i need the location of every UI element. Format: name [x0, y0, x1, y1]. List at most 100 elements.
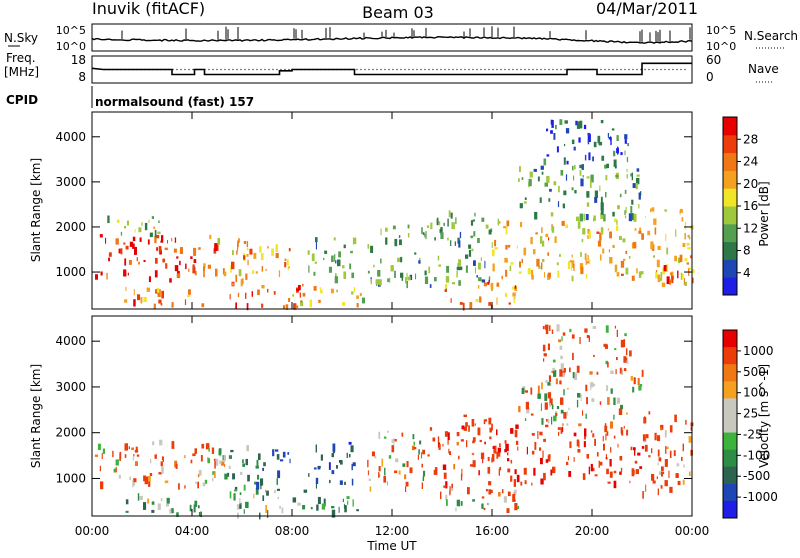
heatmap-cell	[405, 481, 409, 487]
heatmap-cell	[557, 427, 561, 430]
heatmap-cell	[112, 450, 114, 458]
heatmap-cell	[107, 215, 110, 224]
heatmap-cell	[194, 271, 197, 276]
x-tick-label: 00:00	[75, 524, 110, 538]
heatmap-cell	[517, 446, 519, 451]
heatmap-cell	[523, 467, 527, 475]
heatmap-cell	[313, 286, 317, 291]
heatmap-cell	[370, 278, 372, 285]
heatmap-cell	[639, 466, 643, 469]
y-tick-label: 2000	[55, 426, 86, 440]
heatmap-cell	[571, 187, 574, 191]
heatmap-cell	[173, 248, 177, 253]
heatmap-cell	[477, 427, 481, 436]
heatmap-cell	[259, 246, 262, 253]
heatmap-cell	[275, 253, 279, 259]
heatmap-cell	[567, 387, 569, 390]
heatmap-cell	[593, 217, 595, 222]
heatmap-cell	[205, 443, 210, 450]
heatmap-cell	[211, 447, 215, 454]
heatmap-cell	[513, 297, 515, 304]
heatmap-cell	[616, 329, 618, 337]
heatmap-cell	[144, 222, 148, 231]
heatmap-cell	[491, 423, 493, 431]
heatmap-cell	[600, 209, 604, 215]
heatmap-cell	[616, 135, 619, 141]
heatmap-cell	[203, 266, 205, 271]
heatmap-cell	[545, 326, 549, 335]
heatmap-cell	[561, 426, 564, 433]
heatmap-cell	[481, 279, 486, 283]
heatmap-cell	[626, 348, 628, 356]
heatmap-cell	[212, 477, 214, 482]
heatmap-cell	[356, 295, 359, 299]
colorbar-swatch	[723, 347, 737, 365]
velocity-heatmap	[94, 324, 694, 520]
heatmap-cell	[315, 477, 319, 484]
heatmap-cell	[157, 231, 161, 234]
heatmap-cell	[588, 335, 590, 342]
heatmap-cell	[573, 175, 575, 181]
heatmap-cell	[687, 234, 690, 238]
heatmap-cell	[576, 399, 579, 408]
heatmap-cell	[679, 209, 681, 215]
heatmap-cell	[448, 210, 451, 218]
heatmap-cell	[614, 348, 617, 351]
heatmap-cell	[613, 480, 617, 489]
heatmap-cell	[537, 385, 540, 394]
heatmap-cell	[631, 199, 634, 205]
heatmap-cell	[563, 412, 567, 419]
heatmap-cell	[336, 465, 338, 469]
heatmap-cell	[348, 441, 352, 445]
heatmap-cell	[449, 451, 452, 455]
y-tick-label: 3000	[55, 175, 86, 189]
heatmap-cell	[468, 244, 472, 249]
heatmap-cell	[215, 268, 218, 277]
heatmap-cell	[671, 272, 673, 279]
heatmap-cell	[590, 463, 593, 472]
heatmap-cell	[428, 266, 431, 274]
heatmap-cell	[549, 325, 551, 331]
heatmap-cell	[190, 256, 193, 259]
heatmap-cell	[160, 303, 163, 306]
heatmap-cell	[586, 261, 590, 264]
heatmap-cell	[510, 428, 514, 434]
heatmap-cell	[426, 225, 430, 228]
heatmap-cell	[482, 455, 484, 464]
heatmap-cell	[385, 227, 388, 232]
heatmap-cell	[132, 243, 135, 249]
heatmap-cell	[537, 176, 540, 182]
heatmap-cell	[445, 494, 448, 501]
heatmap-cell	[460, 473, 463, 481]
heatmap-cell	[129, 241, 134, 247]
colorbar-swatch	[723, 398, 737, 416]
heatmap-cell	[602, 248, 605, 254]
heatmap-cell	[547, 343, 550, 351]
heatmap-cell	[506, 220, 510, 227]
heatmap-cell	[124, 454, 127, 458]
heatmap-cell	[214, 243, 218, 251]
heatmap-cell	[235, 302, 237, 309]
heatmap-cell	[99, 234, 103, 238]
heatmap-cell	[246, 247, 249, 251]
heatmap-cell	[639, 384, 643, 387]
heatmap-cell	[545, 233, 549, 238]
heatmap-cell	[648, 455, 651, 458]
heatmap-cell	[274, 489, 276, 494]
heatmap-cell	[370, 245, 374, 253]
heatmap-cell	[571, 139, 575, 145]
heatmap-cell	[530, 236, 533, 245]
heatmap-cell	[626, 429, 629, 436]
heatmap-cell	[589, 371, 593, 375]
colorbar-tick-label: 16	[743, 199, 758, 213]
heatmap-cell	[613, 397, 616, 405]
heatmap-cell	[171, 238, 173, 242]
heatmap-cell	[313, 271, 316, 276]
heatmap-cell	[423, 470, 426, 477]
heatmap-cell	[456, 270, 458, 278]
heatmap-cell	[620, 339, 624, 348]
heatmap-cell	[633, 213, 637, 222]
heatmap-cell	[395, 458, 399, 463]
heatmap-cell	[451, 282, 456, 285]
heatmap-cell	[514, 489, 517, 495]
